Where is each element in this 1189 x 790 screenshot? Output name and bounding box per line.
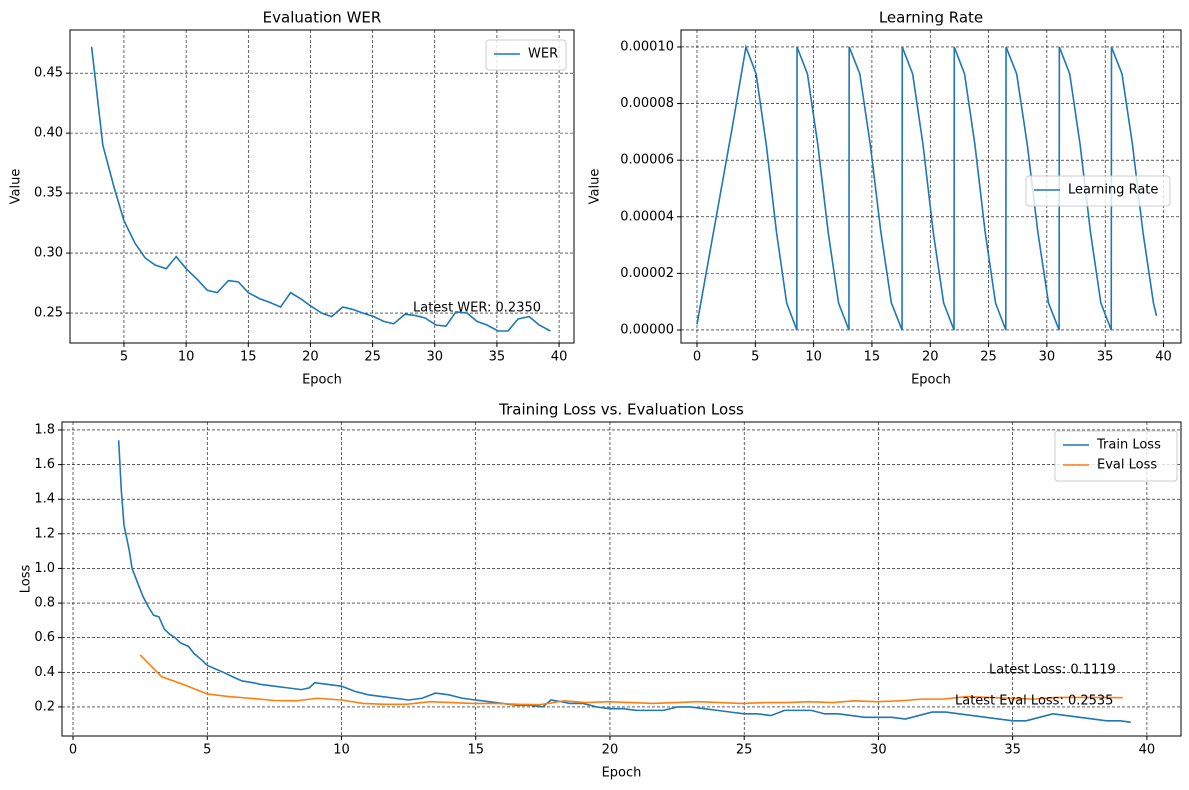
x-tick-label: 5 (203, 743, 211, 758)
annotation: Latest Loss: 0.1119 (989, 663, 1116, 678)
chart-title: Evaluation WER (263, 9, 382, 27)
x-tick-label: 25 (364, 350, 381, 365)
y-tick-label: 1.6 (34, 457, 55, 472)
x-tick-label: 25 (980, 350, 997, 365)
x-tick-label: 10 (178, 350, 195, 365)
y-tick-label: 0.45 (34, 66, 63, 81)
legend-box (485, 39, 567, 71)
legend-label: Eval Loss (1097, 458, 1157, 473)
line-series (90, 46, 551, 332)
x-tick-label: 40 (551, 350, 568, 365)
x-tick-label: 15 (240, 350, 257, 365)
y-tick-label: 0.4 (34, 665, 55, 680)
y-tick-label: 0.35 (34, 186, 63, 201)
y-tick-label: 0.00004 (620, 209, 674, 224)
y-tick-label: 0.00008 (620, 96, 674, 111)
plot-frame (61, 421, 1182, 737)
y-axis-label: Value (588, 169, 603, 205)
y-tick-label: 1.2 (34, 526, 55, 541)
y-tick-label: 0.00006 (620, 153, 674, 168)
legend-label: Learning Rate (1068, 183, 1158, 198)
line-series (117, 440, 1131, 723)
y-tick-label: 1.4 (34, 492, 55, 507)
x-tick-label: 30 (1039, 350, 1056, 365)
x-tick-label: 30 (870, 743, 887, 758)
annotation: Latest WER: 0.2350 (413, 301, 541, 316)
plot-frame (680, 29, 1182, 344)
y-axis-label: Value (9, 169, 24, 205)
x-tick-label: 30 (426, 350, 443, 365)
line-series (139, 654, 1123, 706)
legend-label: WER (528, 47, 558, 62)
annotation: Latest Eval Loss: 0.2535 (955, 694, 1113, 709)
y-tick-label: 0.6 (34, 630, 55, 645)
x-tick-label: 25 (736, 743, 753, 758)
y-tick-label: 0.2 (34, 699, 55, 714)
x-tick-label: 15 (864, 350, 881, 365)
x-axis-label: Epoch (602, 766, 642, 781)
x-tick-label: 35 (1004, 743, 1021, 758)
x-tick-label: 10 (805, 350, 822, 365)
y-tick-label: 0.8 (34, 596, 55, 611)
x-tick-label: 40 (1139, 743, 1156, 758)
y-tick-label: 1.0 (34, 561, 55, 576)
chart-title: Training Loss vs. Evaluation Loss (498, 401, 744, 419)
x-tick-label: 10 (333, 743, 350, 758)
x-tick-label: 20 (302, 350, 319, 365)
y-tick-label: 0.00010 (620, 39, 674, 54)
y-tick-label: 0.00000 (620, 322, 674, 337)
x-tick-label: 0 (693, 350, 701, 365)
legend-box (1054, 430, 1178, 482)
y-axis-label: Loss (19, 565, 34, 594)
x-axis-label: Epoch (911, 373, 951, 388)
x-tick-label: 40 (1155, 350, 1172, 365)
x-tick-label: 35 (489, 350, 506, 365)
y-tick-label: 1.8 (34, 422, 55, 437)
y-tick-label: 0.30 (34, 246, 63, 261)
x-tick-label: 20 (922, 350, 939, 365)
y-tick-label: 0.25 (34, 306, 63, 321)
x-tick-label: 20 (602, 743, 619, 758)
y-tick-label: 0.40 (34, 126, 63, 141)
x-tick-label: 5 (120, 350, 128, 365)
x-tick-label: 0 (69, 743, 77, 758)
chart-title: Learning Rate (879, 9, 983, 27)
x-tick-label: 35 (1097, 350, 1114, 365)
x-tick-label: 5 (751, 350, 759, 365)
x-tick-label: 15 (467, 743, 484, 758)
plot-frame (69, 29, 575, 344)
x-axis-label: Epoch (302, 373, 342, 388)
y-tick-label: 0.00002 (620, 266, 674, 281)
legend-label: Train Loss (1096, 438, 1161, 453)
legend-box (1025, 175, 1171, 207)
